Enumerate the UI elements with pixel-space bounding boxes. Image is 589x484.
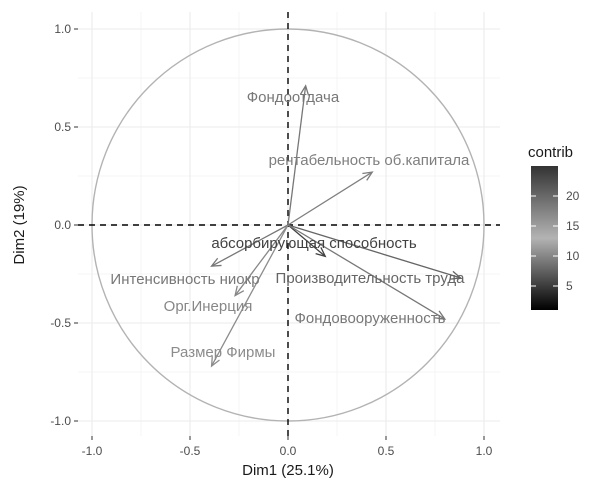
- variable-arrow: [287, 224, 446, 320]
- variable-labels: Фондоотдача рентабельность об.капитала абс…: [110, 89, 470, 361]
- variable-label: Орг.Инерция: [164, 298, 253, 315]
- x-axis-title: Dim1 (25.1%): [242, 462, 334, 479]
- variable-arrow: [211, 224, 289, 267]
- y-tick-label: 0.5: [54, 120, 71, 134]
- variable-arrow: [287, 224, 461, 279]
- variable-label: абсорбирующая способность: [211, 235, 417, 252]
- variable-arrowhead: [299, 84, 310, 96]
- y-tick-label: 1.0: [54, 22, 71, 36]
- variable-label: Производительность труда: [276, 270, 466, 287]
- variable-arrowhead: [210, 356, 220, 368]
- variable-arrow: [287, 224, 326, 257]
- legend-title: contrib: [528, 144, 573, 161]
- legend-colorbar: [531, 166, 558, 310]
- legend-tick-label: 5: [566, 279, 573, 293]
- variable-label: Фондоотдача: [247, 89, 340, 106]
- y-tick-label: -1.0: [50, 414, 71, 428]
- x-tick-label: 0.0: [280, 444, 297, 458]
- x-tick-label: 1.0: [476, 444, 493, 458]
- legend-tick-label: 10: [566, 249, 580, 263]
- variable-label: Интенсивность ниокр: [110, 271, 259, 288]
- legend: contrib 5 10 15 20: [528, 144, 580, 310]
- legend-ticks: 5 10 15 20: [531, 189, 580, 293]
- variable-arrow: [287, 85, 307, 226]
- x-tick-label: 0.5: [378, 444, 395, 458]
- axis-ticks: -1.0 -0.5 0.0 0.5 1.0 -1.0 -0.5 0.0 0.5 1.0: [50, 22, 492, 458]
- y-tick-label: -0.5: [50, 316, 71, 330]
- variable-arrows: [210, 84, 463, 368]
- variable-arrowhead: [234, 285, 245, 297]
- variable-arrow: [234, 224, 289, 296]
- variable-label: рентабельность об.капитала: [269, 152, 470, 169]
- x-tick-label: -0.5: [180, 444, 201, 458]
- legend-tick-label: 15: [566, 219, 580, 233]
- variable-arrow: [210, 224, 289, 367]
- variable-label: Размер Фирмы: [171, 344, 276, 361]
- variable-arrowhead: [362, 171, 374, 181]
- y-axis-title: Dim2 (19%): [11, 185, 28, 264]
- variable-arrowhead: [315, 247, 327, 258]
- variable-arrow: [287, 171, 373, 226]
- variable-arrowhead: [450, 270, 463, 280]
- variable-arrowhead: [210, 257, 222, 267]
- x-tick-label: -1.0: [82, 444, 103, 458]
- legend-tick-label: 20: [566, 189, 580, 203]
- variable-arrowhead: [434, 310, 447, 320]
- y-tick-label: 0.0: [54, 218, 71, 232]
- variable-label: Фондовооруженность: [295, 310, 446, 327]
